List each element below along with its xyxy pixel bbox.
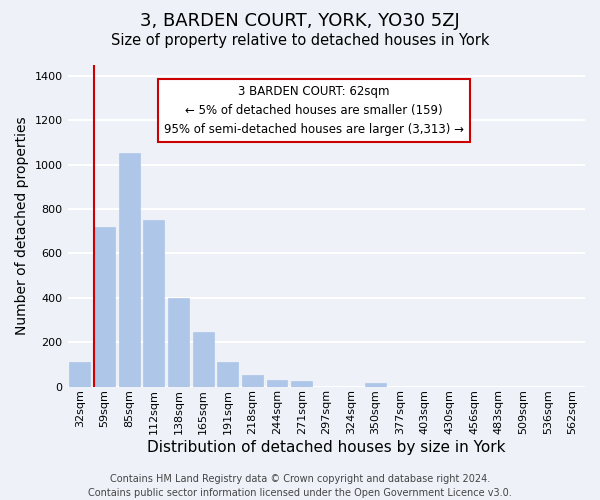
Bar [217, 362, 238, 386]
Bar [168, 298, 189, 386]
Bar [242, 376, 263, 386]
Text: 3 BARDEN COURT: 62sqm
← 5% of detached houses are smaller (159)
95% of semi-deta: 3 BARDEN COURT: 62sqm ← 5% of detached h… [164, 85, 464, 136]
Text: Size of property relative to detached houses in York: Size of property relative to detached ho… [111, 32, 489, 48]
Bar [291, 381, 312, 386]
Bar [365, 383, 386, 386]
Bar [266, 380, 287, 386]
Bar [94, 227, 115, 386]
Text: 3, BARDEN COURT, YORK, YO30 5ZJ: 3, BARDEN COURT, YORK, YO30 5ZJ [140, 12, 460, 30]
Bar [143, 220, 164, 386]
Bar [119, 152, 140, 386]
Y-axis label: Number of detached properties: Number of detached properties [15, 116, 29, 335]
Bar [70, 362, 91, 386]
Bar [193, 332, 214, 386]
Text: Contains HM Land Registry data © Crown copyright and database right 2024.
Contai: Contains HM Land Registry data © Crown c… [88, 474, 512, 498]
X-axis label: Distribution of detached houses by size in York: Distribution of detached houses by size … [147, 440, 506, 455]
